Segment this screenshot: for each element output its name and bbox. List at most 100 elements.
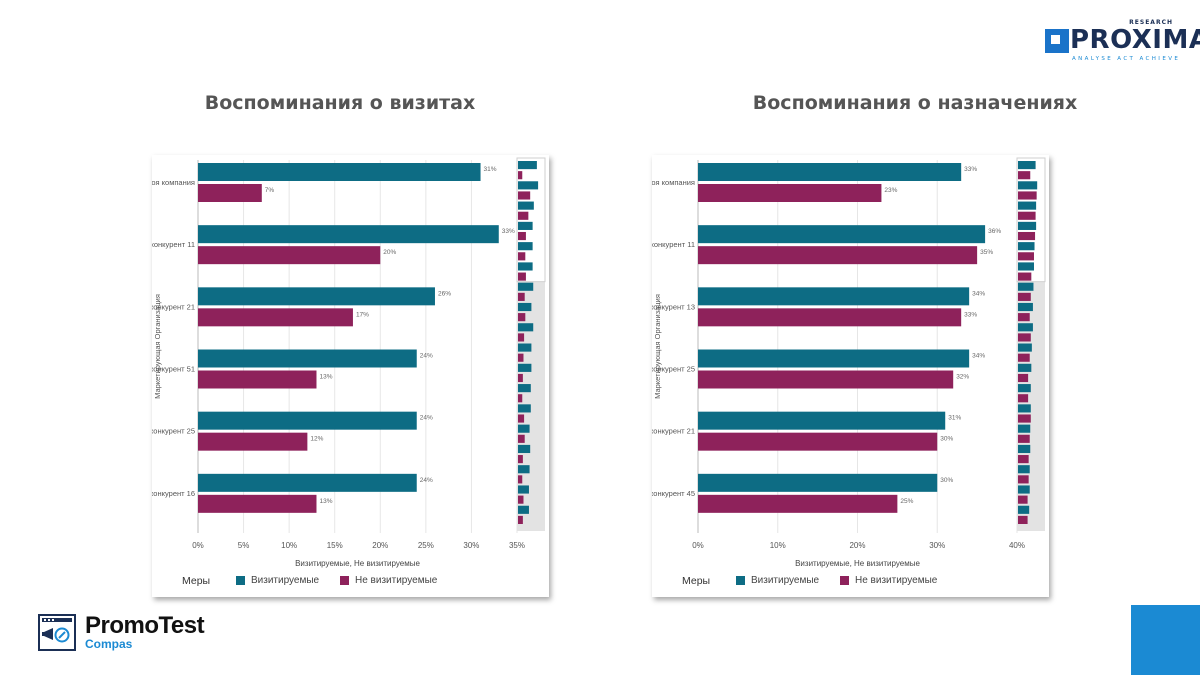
- y-tick-label: Мой конкурент 21: [652, 427, 695, 436]
- overview-bar-visited: [518, 242, 533, 251]
- x-tick-label: 20%: [372, 541, 388, 550]
- legend-swatch-visited: [736, 576, 745, 585]
- x-tick-label: 30%: [463, 541, 479, 550]
- x-tick-label: 40%: [1009, 541, 1025, 550]
- overview-bar-not-visited: [1018, 272, 1032, 281]
- overview-bar-not-visited: [518, 292, 525, 301]
- x-tick-label: 10%: [281, 541, 297, 550]
- x-axis-title: Визитируемые, Не визитируемые: [795, 559, 920, 568]
- legend-swatch-not-visited: [340, 576, 349, 585]
- overview-bar-visited: [1018, 262, 1034, 271]
- bar-not-visited: [698, 308, 962, 327]
- overview-bar-visited: [518, 384, 531, 393]
- proxima-logo-research: RESEARCH: [1129, 19, 1173, 26]
- legend-item-not-visited[interactable]: Не визитируемые: [840, 575, 937, 586]
- bar-visited: [698, 473, 938, 492]
- overview-bar-visited: [1018, 384, 1031, 393]
- overview-bar-visited: [1018, 181, 1038, 190]
- chart-title-visits: Воспоминания о визитах: [204, 92, 476, 114]
- overview-bar-visited: [518, 181, 539, 190]
- bar-visited: [698, 349, 970, 368]
- overview-bar-not-visited: [518, 272, 526, 281]
- legend-item-visited[interactable]: Визитируемые: [736, 575, 819, 586]
- y-axis-title: Маркетирующая Организация: [153, 294, 162, 399]
- data-label: 26%: [438, 290, 451, 297]
- data-label: 7%: [265, 187, 275, 194]
- legend-item-visited[interactable]: Визитируемые: [236, 575, 319, 586]
- bar-not-visited: [698, 184, 882, 202]
- overview-bar-not-visited: [518, 455, 523, 464]
- overview-bar-not-visited: [1018, 211, 1036, 220]
- bar-visited: [698, 287, 970, 306]
- overview-bar-visited: [518, 323, 534, 332]
- data-label: 30%: [940, 436, 953, 443]
- chart-svg-appointments: 0% 10% 20% 30% 40% Моя компания 33% 23% Мой конк…: [652, 157, 1046, 568]
- overview-bar-not-visited: [518, 414, 525, 423]
- legend-label-not-visited: Не визитируемые: [355, 575, 438, 586]
- data-label: 24%: [420, 415, 433, 422]
- overview-bar-not-visited: [1018, 434, 1030, 443]
- legend-label-not-visited: Не визитируемые: [855, 575, 938, 586]
- megaphone-icon: [38, 614, 76, 651]
- data-label: 12%: [310, 436, 323, 443]
- data-label: 25%: [900, 498, 913, 505]
- overview-bar-not-visited: [1018, 455, 1029, 464]
- overview-bar-visited: [518, 161, 537, 170]
- overview-bar-not-visited: [1018, 414, 1031, 423]
- data-label: 36%: [988, 228, 1001, 235]
- overview-bar-not-visited: [518, 171, 523, 180]
- overview-bar-not-visited: [1018, 353, 1030, 362]
- data-label: 13%: [319, 374, 332, 381]
- overview-bar-not-visited: [518, 394, 523, 403]
- overview-bar-not-visited: [518, 373, 523, 383]
- overview-bar-visited: [518, 363, 532, 372]
- proxima-logo-word: PROXIMA: [1070, 25, 1200, 55]
- y-tick-label: Мой конкурент 25: [152, 427, 195, 436]
- data-label: 13%: [319, 498, 332, 505]
- data-label: 33%: [502, 228, 515, 235]
- overview-bar-not-visited: [518, 231, 526, 241]
- y-tick-label: Мой конкурент 45: [652, 489, 695, 498]
- overview-bar-visited: [1018, 505, 1030, 514]
- legend-title: Меры: [182, 575, 211, 587]
- bar-not-visited: [198, 370, 317, 389]
- y-tick-label: Мой конкурент 25: [652, 365, 695, 374]
- promotest-sub: Compas: [85, 637, 133, 651]
- overview-bar-visited: [1018, 323, 1033, 332]
- overview-bar-not-visited: [1018, 252, 1034, 261]
- bar-visited: [198, 287, 435, 306]
- overview-bar-visited: [1018, 242, 1035, 251]
- overview-bar-visited: [1018, 221, 1037, 230]
- overview-bar-visited: [518, 424, 530, 433]
- x-tick-label: 5%: [238, 541, 250, 550]
- legend-item-not-visited[interactable]: Не визитируемые: [340, 575, 437, 586]
- data-label: 30%: [940, 477, 953, 484]
- legend-label-visited: Визитируемые: [751, 575, 820, 586]
- overview-bar-not-visited: [1018, 495, 1028, 504]
- data-label: 33%: [964, 311, 977, 318]
- overview-bar-visited: [1018, 282, 1034, 291]
- bar-visited: [698, 225, 986, 244]
- promotest-name: PromoTest: [85, 612, 205, 639]
- bar-not-visited: [198, 246, 381, 265]
- bar-visited: [198, 225, 499, 244]
- overview-bar-visited: [1018, 343, 1032, 352]
- legend-swatch-not-visited: [840, 576, 849, 585]
- overview-bar-visited: [518, 444, 531, 454]
- overview-bar-not-visited: [1018, 171, 1031, 180]
- bar-visited: [698, 411, 946, 430]
- overview-bar-not-visited: [1018, 475, 1029, 484]
- y-tick-label: Моя компания: [652, 178, 695, 187]
- x-tick-label: 10%: [770, 541, 786, 550]
- overview-bar-visited: [1018, 485, 1030, 494]
- x-tick-label: 25%: [418, 541, 434, 550]
- proxima-logo: PROXIMA RESEARCH ANALYSE ACT ACHIEVE: [1045, 18, 1200, 64]
- overview-bar-visited: [1018, 444, 1031, 454]
- data-label: 17%: [356, 311, 369, 318]
- bar-visited: [198, 163, 481, 181]
- overview-bar-visited: [518, 485, 529, 494]
- overview-bar-not-visited: [1018, 373, 1029, 383]
- overview-bar-visited: [1018, 161, 1036, 170]
- overview-bar-not-visited: [1018, 313, 1030, 322]
- corner-decoration: [1131, 605, 1200, 675]
